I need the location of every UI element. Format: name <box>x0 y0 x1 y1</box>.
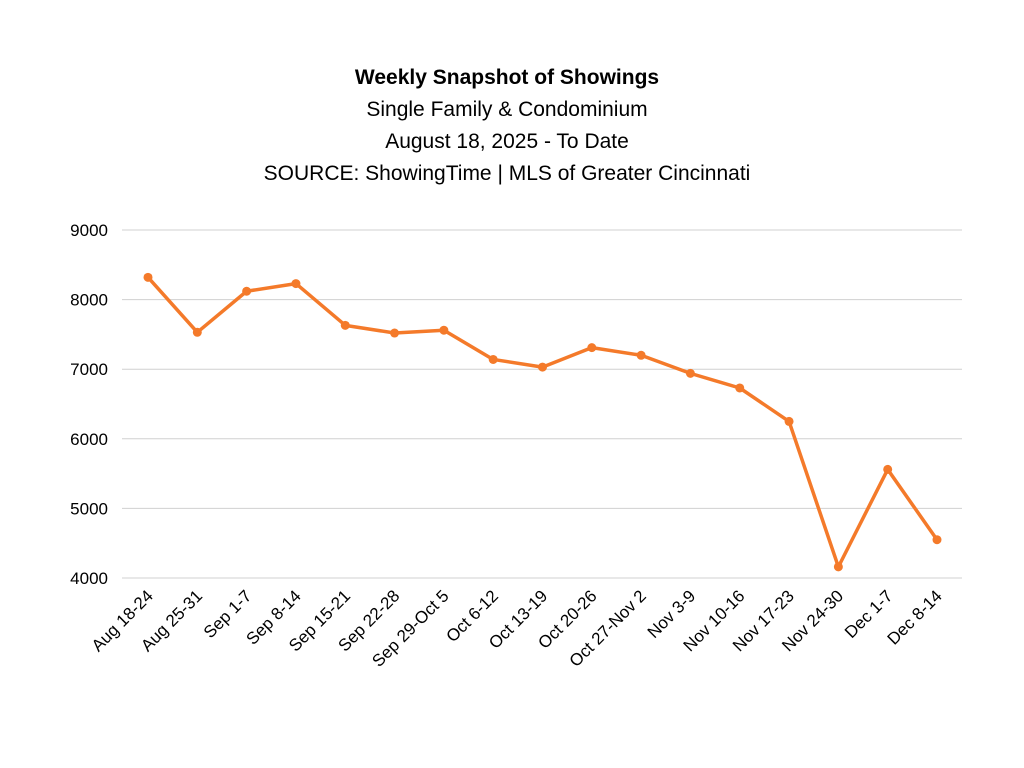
data-point <box>488 354 498 364</box>
data-point <box>242 286 252 296</box>
data-point <box>883 464 893 474</box>
y-tick-label: 4000 <box>70 569 108 588</box>
series-showings <box>143 272 942 572</box>
chart-title: Weekly Snapshot of Showings <box>354 66 660 89</box>
data-point <box>636 350 646 360</box>
data-point <box>538 362 547 372</box>
y-axis: 4000 5000 6000 7000 8000 9000 <box>70 221 108 588</box>
data-point <box>291 279 301 289</box>
data-point <box>439 325 449 335</box>
gridlines <box>122 229 962 579</box>
data-point <box>340 320 350 330</box>
chart-subtitle-2: August 18, 2025 - To Date <box>385 130 629 153</box>
x-tick-label: Dec 8-14 <box>884 586 946 648</box>
chart-titles: Weekly Snapshot of Showings Single Famil… <box>0 62 1014 190</box>
y-tick-label: 5000 <box>70 499 108 518</box>
data-point <box>735 383 745 393</box>
data-point <box>833 562 843 572</box>
y-tick-label: 6000 <box>70 430 108 449</box>
data-point <box>192 327 202 337</box>
y-tick-label: 8000 <box>70 291 108 310</box>
data-point <box>390 328 400 338</box>
data-point <box>932 535 942 545</box>
data-point <box>587 343 597 353</box>
chart-subtitle-3: SOURCE: ShowingTime | MLS of Greater Cin… <box>263 162 751 185</box>
data-point <box>784 416 794 426</box>
data-point <box>143 272 153 282</box>
series-line <box>146 276 939 569</box>
chart-subtitle-1: Single Family & Condominium <box>366 98 648 121</box>
y-tick-label: 9000 <box>70 221 108 240</box>
data-point <box>685 368 695 378</box>
y-tick-label: 7000 <box>70 360 108 379</box>
